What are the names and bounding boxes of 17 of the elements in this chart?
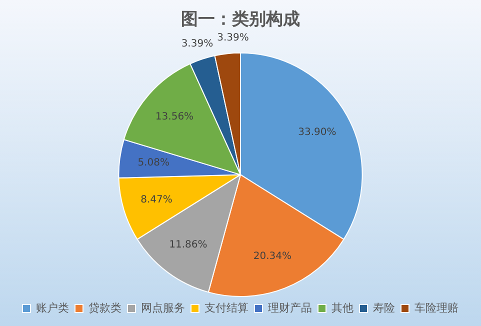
legend-label: 寿险 bbox=[373, 301, 395, 314]
data-label: 5.08% bbox=[138, 158, 170, 169]
legend-label: 其他 bbox=[332, 301, 354, 314]
chart-title: 图一：类别构成 bbox=[181, 10, 300, 30]
data-label: 8.47% bbox=[140, 194, 172, 206]
legend-label: 账户类 bbox=[36, 301, 69, 314]
data-label: 3.39% bbox=[217, 32, 249, 44]
legend-label: 理财产品 bbox=[268, 301, 312, 314]
legend-label: 网点服务 bbox=[141, 301, 185, 314]
legend-label: 贷款类 bbox=[88, 301, 122, 314]
legend-label: 车险理赔 bbox=[414, 301, 458, 314]
data-label: 13.56% bbox=[155, 112, 194, 123]
data-label: 20.34% bbox=[253, 250, 292, 262]
data-label: 11.86% bbox=[169, 240, 208, 251]
data-label: 33.90% bbox=[298, 126, 336, 138]
data-label: 3.39% bbox=[181, 38, 214, 50]
legend-label: 支付结算 bbox=[204, 301, 248, 314]
